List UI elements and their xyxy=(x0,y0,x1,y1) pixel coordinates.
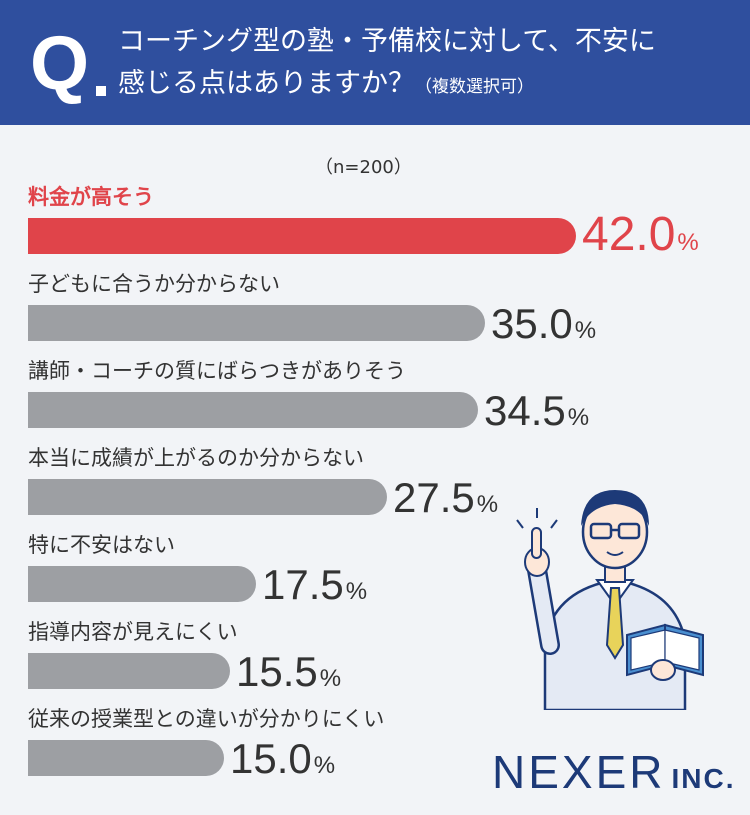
question-text-line2: 感じる点はありますか？（複数選択可） xyxy=(118,66,534,105)
teacher-figure xyxy=(516,490,704,710)
value-label: 27.5% xyxy=(393,473,498,530)
value-number: 17.5 xyxy=(262,561,344,608)
value-unit: % xyxy=(345,578,368,605)
value-label: 42.0% xyxy=(582,210,699,268)
value-unit: % xyxy=(319,665,342,692)
value-label: 34.5% xyxy=(484,386,589,443)
value-label: 35.0% xyxy=(491,299,596,356)
bar xyxy=(28,218,576,254)
value-number: 35.0 xyxy=(491,300,573,347)
logo-name: NEXER xyxy=(492,746,666,798)
value-unit: % xyxy=(567,404,590,431)
bar xyxy=(28,479,387,515)
value-number: 27.5 xyxy=(393,474,475,521)
bar xyxy=(28,653,230,689)
value-label: 15.5% xyxy=(236,647,341,704)
category-label: 従来の授業型との違いが分かりにくい xyxy=(28,707,385,731)
category-label: 子どもに合うか分からない xyxy=(28,272,280,296)
value-number: 15.0 xyxy=(230,735,312,782)
value-unit: % xyxy=(313,752,336,779)
value-number: 34.5 xyxy=(484,387,566,434)
nexer-logo: NEXER INC. xyxy=(492,745,735,799)
value-number: 42.0 xyxy=(582,208,676,261)
question-text-line1: コーチング型の塾・予備校に対して、不安に xyxy=(118,26,656,57)
value-number: 15.5 xyxy=(236,648,318,695)
question-text-line2-main: 感じる点はありますか？ xyxy=(118,68,415,99)
question-header: Q コーチング型の塾・予備校に対して、不安に 感じる点はありますか？（複数選択可… xyxy=(0,0,750,125)
category-label: 指導内容が見えにくい xyxy=(28,620,238,644)
sample-size: （n=200） xyxy=(315,157,412,178)
bar xyxy=(28,392,478,428)
value-unit: % xyxy=(476,491,499,518)
value-label: 17.5% xyxy=(262,560,367,617)
category-label: 本当に成績が上がるのか分からない xyxy=(28,446,364,470)
bar xyxy=(28,305,485,341)
teacher-illustration xyxy=(516,490,704,710)
category-label: 特に不安はない xyxy=(28,533,175,557)
question-note: （複数選択可） xyxy=(415,77,534,97)
category-label: 講師・コーチの質にばらつきがありそう xyxy=(28,359,406,383)
question-mark-dot xyxy=(96,86,106,96)
logo-suffix: INC. xyxy=(671,763,736,794)
value-label: 15.0% xyxy=(230,734,335,791)
value-unit: % xyxy=(574,317,597,344)
value-unit: % xyxy=(677,229,699,256)
category-label: 料金が高そう xyxy=(28,185,154,209)
bar xyxy=(28,566,256,602)
question-mark: Q xyxy=(30,21,90,106)
bar xyxy=(28,740,224,776)
